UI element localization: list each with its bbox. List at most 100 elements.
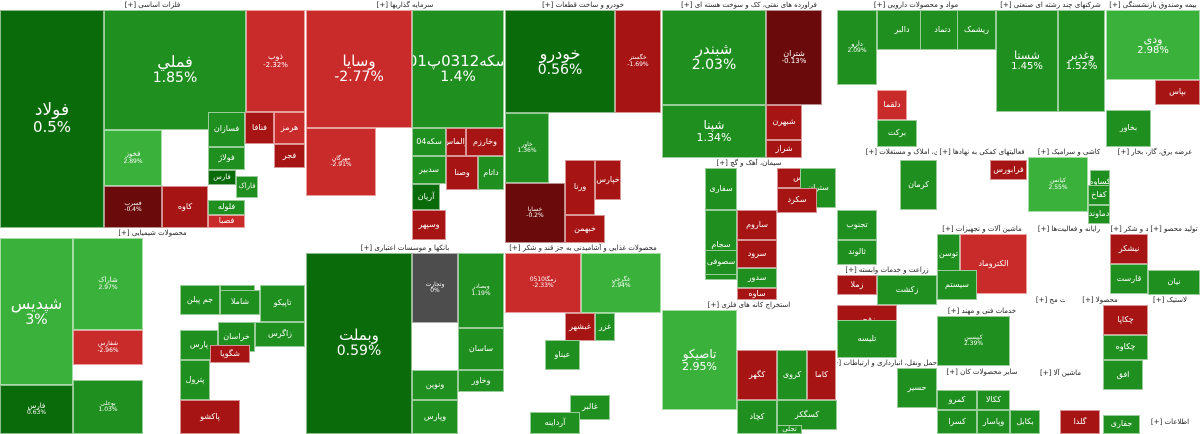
treemap-tile[interactable]: افق [1103,360,1143,390]
treemap-tile[interactable]: وغدیر 1.52% [1058,10,1105,112]
treemap-tile[interactable]: سفاری [705,168,737,210]
treemap-tile[interactable]: شستا 1.45% [996,10,1058,112]
treemap-tile[interactable]: تجنوب [837,210,877,240]
treemap-tile[interactable]: کرمان [900,160,937,210]
treemap-tile[interactable]: وپاسار [977,410,1010,434]
treemap-tile[interactable]: ساوه [737,288,777,300]
sector-title[interactable]: زراعت و خدمات وابسته [+] [837,265,937,275]
treemap-tile[interactable]: فصبا [208,215,245,228]
sector-title[interactable]: مواد و محصولات دارویی [+] [837,0,995,10]
treemap-tile[interactable]: وبملت 0.59% [306,253,412,434]
treemap-tile[interactable]: ورنا [565,160,595,215]
treemap-tile[interactable]: وبصادر 1.19% [458,253,504,328]
treemap-tile[interactable]: فسرب -0.4% [104,186,162,228]
treemap-tile[interactable]: ثالوند [837,240,877,265]
treemap-tile[interactable]: شفارس -2.96% [73,330,143,365]
treemap-tile[interactable]: غبشهر [565,313,595,341]
sector-title[interactable]: انبوه سازی، املاک و مستغلات [+] [837,147,995,157]
treemap-tile[interactable]: شتران -0.13% [766,10,822,105]
treemap-tile[interactable]: توسن [937,234,960,274]
treemap-tile[interactable]: حسیر [897,368,937,408]
treemap-tile[interactable]: هرمز [274,112,305,144]
treemap-tile[interactable]: وتجارت 0% [412,253,458,323]
treemap-tile[interactable]: فملي 1.85% [104,10,246,130]
sector-title[interactable]: ماشین آلا [+] [1028,368,1093,378]
treemap-tile[interactable]: شگویا [210,345,250,363]
treemap-tile[interactable]: شاراک 2.97% [73,238,143,330]
treemap-tile[interactable]: کروی [777,350,807,400]
treemap-tile[interactable]: تاپیکو [260,285,305,322]
treemap-tile[interactable]: شاملا [220,290,260,315]
treemap-tile[interactable]: وپارس [412,400,458,434]
treemap-tile[interactable]: فارس [208,170,236,185]
sector-title[interactable]: تولید محصو [+] [1148,224,1200,234]
treemap-tile[interactable]: کاما [807,350,836,400]
sector-title[interactable]: محصولا [+] [1065,295,1135,305]
treemap-tile[interactable]: عیناو [545,340,580,370]
treemap-tile[interactable]: دلقما [877,90,907,120]
treemap-tile[interactable]: شبندر 2.03% [662,10,766,105]
treemap-tile[interactable]: فخوز 2.89% [104,130,162,186]
treemap-tile[interactable]: ریشمک [957,10,996,50]
treemap-tile[interactable]: کمرو [937,390,977,410]
treemap-tile[interactable]: پاکشو [180,400,240,434]
treemap-tile[interactable]: وسپهر [412,210,446,240]
sector-title[interactable]: فلزات اساسی [+] [0,0,305,10]
treemap-tile[interactable]: وصنا [446,156,478,190]
treemap-tile[interactable]: تلیسه [837,320,897,358]
treemap-tile[interactable]: ساسان [458,328,504,370]
treemap-tile[interactable]: فولاژ [208,147,245,170]
sector-title[interactable]: سایر محصولات کان [+] [937,367,1027,377]
sector-title[interactable]: بیمه وصندوق بازنشستگی [+] [1106,0,1200,10]
sector-title[interactable]: قند و شکر [+] [1110,224,1155,234]
treemap-tile[interactable]: کیانس 2.55% [1028,157,1088,212]
treemap-tile[interactable]: بپاس [1155,80,1200,105]
treemap-tile[interactable]: غگرجي 2.94% [581,253,661,313]
sector-title[interactable]: محصولات شیمیایی [+] [0,228,305,238]
treemap-tile[interactable]: مهرگان -2.91% [306,128,376,196]
treemap-tile[interactable]: فاراک [236,176,258,198]
treemap-tile[interactable]: والماس [446,128,466,156]
sector-title[interactable]: خدمات فنی و مهند [+] [937,306,1027,316]
treemap-tile[interactable]: کپیسین 2.39% [937,316,1010,366]
treemap-tile[interactable]: ونوین [412,370,458,400]
treemap-tile[interactable]: زاگرس [255,322,305,347]
treemap-tile[interactable]: خساپا -0.2% [505,183,565,243]
treemap-tile[interactable]: خودرو 0.56% [505,10,615,113]
treemap-tile[interactable]: داتام [478,156,504,190]
treemap-tile[interactable]: فسازان [208,112,245,147]
treemap-tile[interactable]: دارو 2.09% [837,10,877,85]
treemap-tile[interactable]: کسرا [937,410,977,434]
treemap-tile[interactable]: ذوب -2.32% [246,10,305,112]
treemap-tile[interactable]: شراز [766,140,802,158]
treemap-tile[interactable]: کگهر [737,350,777,400]
treemap-tile[interactable]: سیستم [937,270,977,300]
treemap-tile[interactable]: غالبر [570,395,610,420]
treemap-tile[interactable]: جفاری [1103,415,1140,434]
treemap-tile[interactable]: وخارزم [466,128,504,156]
sector-title[interactable]: لاستیک [+] [1140,295,1200,305]
treemap-tile[interactable]: دماوند [1088,205,1110,224]
treemap-tile[interactable]: ساروم [737,210,777,240]
sector-title[interactable]: استخراج کانه های فلزی [+] [662,300,836,310]
treemap-tile[interactable]: شبهرن [766,105,802,140]
treemap-tile[interactable]: فولاد 0.5% [0,10,104,228]
sector-title[interactable]: رایانه و فعالیت‌ها [+] [1028,224,1110,234]
treemap-tile[interactable]: سکه04 [412,128,446,156]
sector-title[interactable]: محصولات غذایی و آشامیدنی به جز قند و شکر… [505,243,661,253]
sector-title[interactable]: سرمایه گذاریها [+] [306,0,504,10]
treemap-tile[interactable]: سکه0312پ011.4% [412,10,504,128]
treemap-tile[interactable]: زکشت [877,275,937,305]
sector-title[interactable]: فعالیتهای کمکی به نهادها [+] [937,147,1027,157]
treemap-tile[interactable]: فارس 0.63% [0,385,73,434]
treemap-tile[interactable]: بکابل [1010,410,1040,434]
treemap-tile[interactable]: وسایا -2.77% [306,10,412,128]
sector-title[interactable]: عرضه برق، گاز، بخار [+] [1110,147,1200,157]
treemap-tile[interactable]: فلوله [208,200,245,215]
sector-title[interactable]: ساخت مح [+] [1010,295,1105,305]
treemap-tile[interactable]: ودی 2.98% [1106,10,1200,80]
treemap-tile[interactable]: سصوفی [705,250,737,275]
treemap-tile[interactable]: وخاور [458,370,504,392]
treemap-tile[interactable]: سدور [737,268,777,288]
treemap-tile[interactable]: تاصیکو 2.95% [662,310,737,410]
